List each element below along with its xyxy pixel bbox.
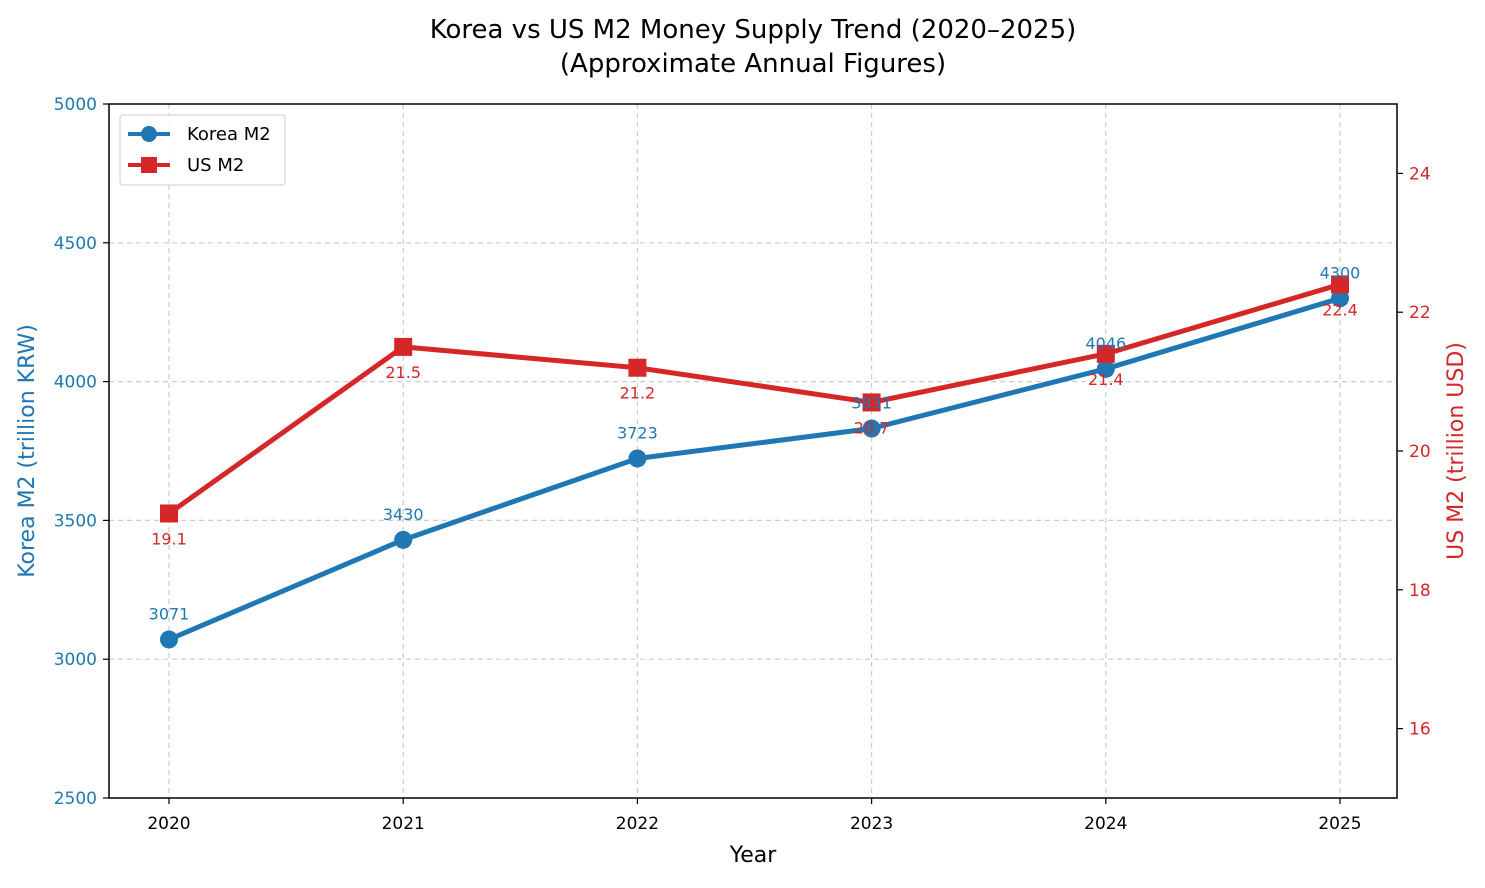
left-y-axis-label: Korea M2 (trillion KRW) <box>15 324 40 578</box>
korea-m2-point <box>628 449 647 468</box>
legend-us-marker <box>141 157 157 173</box>
us-m2-point <box>394 337 413 356</box>
us-m2-point <box>1331 275 1349 294</box>
right-y-tick-label: 22 <box>1409 303 1431 323</box>
korea-m2-data-label: 3430 <box>383 505 424 524</box>
left-y-tick-label: 3000 <box>54 650 97 670</box>
korea-m2-point <box>160 630 178 649</box>
x-tick-label: 2022 <box>616 814 659 834</box>
left-y-tick-label: 4500 <box>54 234 97 254</box>
korea-m2-data-label: 3723 <box>617 423 658 442</box>
x-tick-label: 2024 <box>1084 814 1127 834</box>
korea-m2-point <box>394 530 413 549</box>
korea-m2-data-label: 4300 <box>1320 263 1361 282</box>
korea-m2-data-label: 3071 <box>149 604 190 623</box>
x-tick-label: 2021 <box>382 814 425 834</box>
left-y-tick-label: 3500 <box>54 511 97 531</box>
korea-m2-line <box>168 295 1341 642</box>
korea-m2-data-label: 4046 <box>1085 334 1126 353</box>
left-y-tick-label: 5000 <box>54 95 97 115</box>
us-m2-data-label: 19.1 <box>151 529 187 548</box>
right-y-tick-label: 18 <box>1409 581 1431 601</box>
left-y-tick-label: 2500 <box>54 789 97 809</box>
korea-m2-point <box>1331 289 1349 308</box>
right-y-tick-label: 20 <box>1409 442 1431 462</box>
left-y-axis: 2500 3000 3500 4000 4500 5000 <box>54 95 109 809</box>
right-y-axis: 16 18 20 22 24 <box>1397 164 1431 740</box>
x-tick-label: 2020 <box>147 814 190 834</box>
us-m2-data-label: 21.5 <box>385 363 421 382</box>
grid-layer <box>109 104 1397 798</box>
legend-entry-us: US M2 <box>128 155 244 176</box>
us-m2-point <box>628 358 647 377</box>
legend-us-label: US M2 <box>187 155 244 176</box>
right-y-tick-label: 16 <box>1409 720 1431 740</box>
us-m2-data-label: 20.7 <box>854 418 890 437</box>
chart-title: Korea vs US M2 Money Supply Trend (2020–… <box>430 15 1077 45</box>
right-y-axis-label: US M2 (trillion USD) <box>1444 342 1469 560</box>
legend-entry-korea: Korea M2 <box>128 124 271 145</box>
legend: Korea M2 US M2 <box>119 114 286 186</box>
us-m2-point <box>862 393 881 412</box>
korea-m2-data-label: 3831 <box>851 394 892 413</box>
data-label-layer: 3071 3430 3723 3831 4046 4300 19.1 21.5 21.2 20.7… <box>149 263 1361 623</box>
x-tick-label: 2023 <box>850 814 893 834</box>
legend-korea-marker <box>141 126 157 142</box>
us-m2-line <box>167 282 1341 516</box>
series-layer <box>160 275 1349 649</box>
x-tick-label: 2025 <box>1318 814 1361 834</box>
us-m2-data-label: 21.2 <box>620 384 656 403</box>
us-m2-data-label: 21.4 <box>1088 370 1124 389</box>
korea-m2-point <box>862 419 881 438</box>
legend-korea-label: Korea M2 <box>187 124 271 145</box>
right-y-tick-label: 24 <box>1409 164 1431 184</box>
x-axis: 2020 2021 2022 2023 2024 2025 <box>147 798 1362 834</box>
us-m2-data-label: 22.4 <box>1322 300 1358 319</box>
x-axis-label: Year <box>729 843 778 868</box>
us-m2-point <box>1096 344 1115 363</box>
korea-m2-point <box>1096 359 1115 378</box>
chart-subtitle: (Approximate Annual Figures) <box>560 49 946 79</box>
left-y-tick-label: 4000 <box>54 373 97 393</box>
us-m2-point <box>160 504 178 523</box>
